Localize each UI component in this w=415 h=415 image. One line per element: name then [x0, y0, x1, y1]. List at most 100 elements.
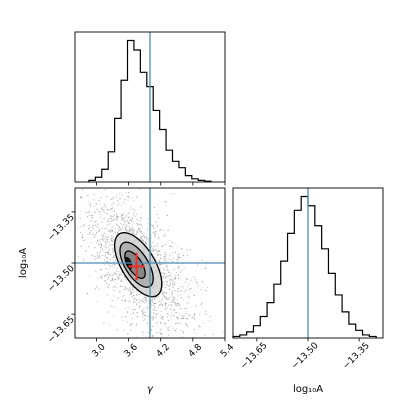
sample-point	[162, 276, 164, 278]
sample-point	[100, 207, 102, 209]
sample-point	[140, 236, 142, 238]
sample-point	[90, 233, 92, 236]
sample-point	[139, 293, 141, 295]
sample-point	[108, 286, 110, 288]
sample-point	[121, 215, 123, 217]
sample-point	[94, 288, 96, 290]
sample-point	[144, 242, 146, 244]
sample-point	[88, 225, 90, 227]
sample-point	[101, 234, 103, 236]
sample-point	[129, 229, 131, 231]
sample-point	[167, 299, 169, 301]
sample-point	[105, 252, 107, 254]
sample-point	[176, 316, 179, 318]
sample-point	[105, 206, 107, 208]
sample-point	[194, 318, 196, 321]
sample-point	[113, 272, 115, 274]
sample-point	[132, 232, 134, 234]
sample-point	[142, 234, 144, 236]
sample-point	[155, 231, 157, 233]
sample-point	[107, 311, 109, 313]
sample-point	[166, 298, 168, 300]
sample-point	[146, 238, 148, 240]
sample-point	[107, 263, 109, 265]
sample-point	[125, 288, 127, 290]
sample-point	[195, 280, 197, 283]
sample-point	[113, 231, 115, 233]
sample-point	[123, 223, 125, 226]
sample-point	[162, 278, 164, 280]
sample-point	[141, 311, 143, 313]
sample-point	[140, 224, 143, 226]
sample-point	[136, 312, 138, 314]
sample-point	[160, 228, 162, 231]
sample-point	[119, 203, 121, 205]
sample-point	[103, 204, 105, 206]
sample-point	[164, 254, 166, 256]
sample-point	[179, 286, 181, 288]
sample-point	[170, 301, 172, 303]
sample-point	[103, 234, 105, 236]
sample-point	[138, 304, 141, 307]
sample-point	[111, 230, 113, 232]
sample-point	[111, 204, 113, 206]
sample-point	[154, 245, 156, 247]
sample-point	[157, 250, 159, 252]
sample-point	[197, 261, 199, 263]
sample-point	[168, 297, 170, 299]
sample-point	[87, 201, 90, 203]
sample-point	[99, 242, 102, 244]
sample-point	[164, 261, 166, 263]
sample-point	[92, 233, 94, 235]
sample-point	[182, 316, 185, 318]
sample-point	[124, 226, 127, 229]
sample-point	[95, 220, 97, 222]
sample-point	[107, 273, 109, 276]
sample-point	[101, 277, 103, 279]
sample-point	[173, 268, 175, 270]
sample-point	[116, 213, 118, 215]
sample-point	[160, 264, 162, 266]
sample-point	[163, 291, 165, 293]
sample-point	[99, 276, 101, 278]
sample-point	[110, 305, 112, 307]
sample-point	[133, 200, 135, 202]
sample-point	[96, 286, 98, 288]
sample-point	[165, 303, 167, 305]
sample-point	[150, 301, 152, 303]
sample-point	[181, 318, 183, 320]
sample-point	[166, 281, 168, 283]
sample-point	[108, 253, 110, 255]
sample-point	[89, 227, 91, 229]
sample-point	[160, 272, 162, 274]
sample-point	[156, 225, 158, 227]
sample-point	[106, 282, 108, 284]
sample-point	[164, 297, 166, 299]
sample-point	[170, 315, 172, 317]
sample-point	[133, 298, 135, 300]
sample-point	[135, 213, 138, 215]
sample-point	[145, 296, 147, 298]
sample-point	[137, 228, 140, 230]
sample-point	[117, 200, 119, 202]
sample-point	[153, 304, 155, 306]
sample-point	[182, 255, 185, 257]
sample-point	[186, 307, 188, 309]
sample-point	[131, 228, 133, 230]
sample-point	[91, 254, 93, 256]
sample-point	[76, 227, 78, 229]
sample-point	[163, 269, 165, 271]
sample-point	[110, 215, 112, 217]
sample-point	[165, 201, 167, 203]
sample-point	[88, 228, 90, 230]
sample-point	[99, 214, 101, 216]
sample-point	[105, 236, 107, 238]
sample-point	[160, 257, 162, 259]
sample-point	[185, 323, 187, 325]
sample-point	[132, 230, 135, 232]
sample-point	[159, 263, 161, 265]
sample-point	[156, 332, 158, 334]
sample-point	[131, 231, 133, 233]
sample-point	[185, 324, 188, 326]
sample-point	[124, 288, 126, 290]
